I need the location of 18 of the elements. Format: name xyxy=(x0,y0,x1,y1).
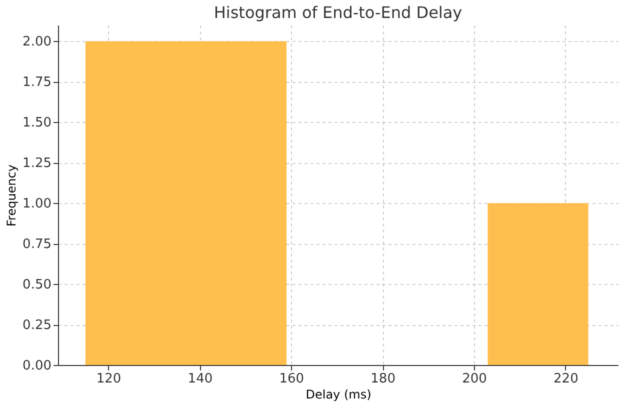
y-tick-label: 0.50 xyxy=(22,278,52,293)
x-tick-label: 220 xyxy=(554,372,578,386)
y-tick-label: 2.00 xyxy=(22,34,52,50)
x-tick-label: 200 xyxy=(462,372,487,386)
x-axis-title: Delay (ms) xyxy=(306,388,372,402)
x-tick-label: 180 xyxy=(370,372,396,386)
x-tick-label: 120 xyxy=(96,372,122,386)
y-tick-label: 0.00 xyxy=(22,358,52,374)
y-axis-title: Frequency xyxy=(4,164,19,226)
y-tick-label: 1.75 xyxy=(22,75,52,90)
y-tick-label: 0.25 xyxy=(22,318,52,334)
x-tick-label: 140 xyxy=(188,372,213,386)
y-tick-label: 0.75 xyxy=(22,237,52,252)
x-tick-label: 160 xyxy=(279,372,304,386)
y-tick-label: 1.25 xyxy=(22,156,52,172)
chart-title: Histogram of End-to-End Delay xyxy=(214,3,462,22)
y-tick-label: 1.00 xyxy=(22,196,52,212)
y-tick-label: 1.50 xyxy=(22,116,52,131)
